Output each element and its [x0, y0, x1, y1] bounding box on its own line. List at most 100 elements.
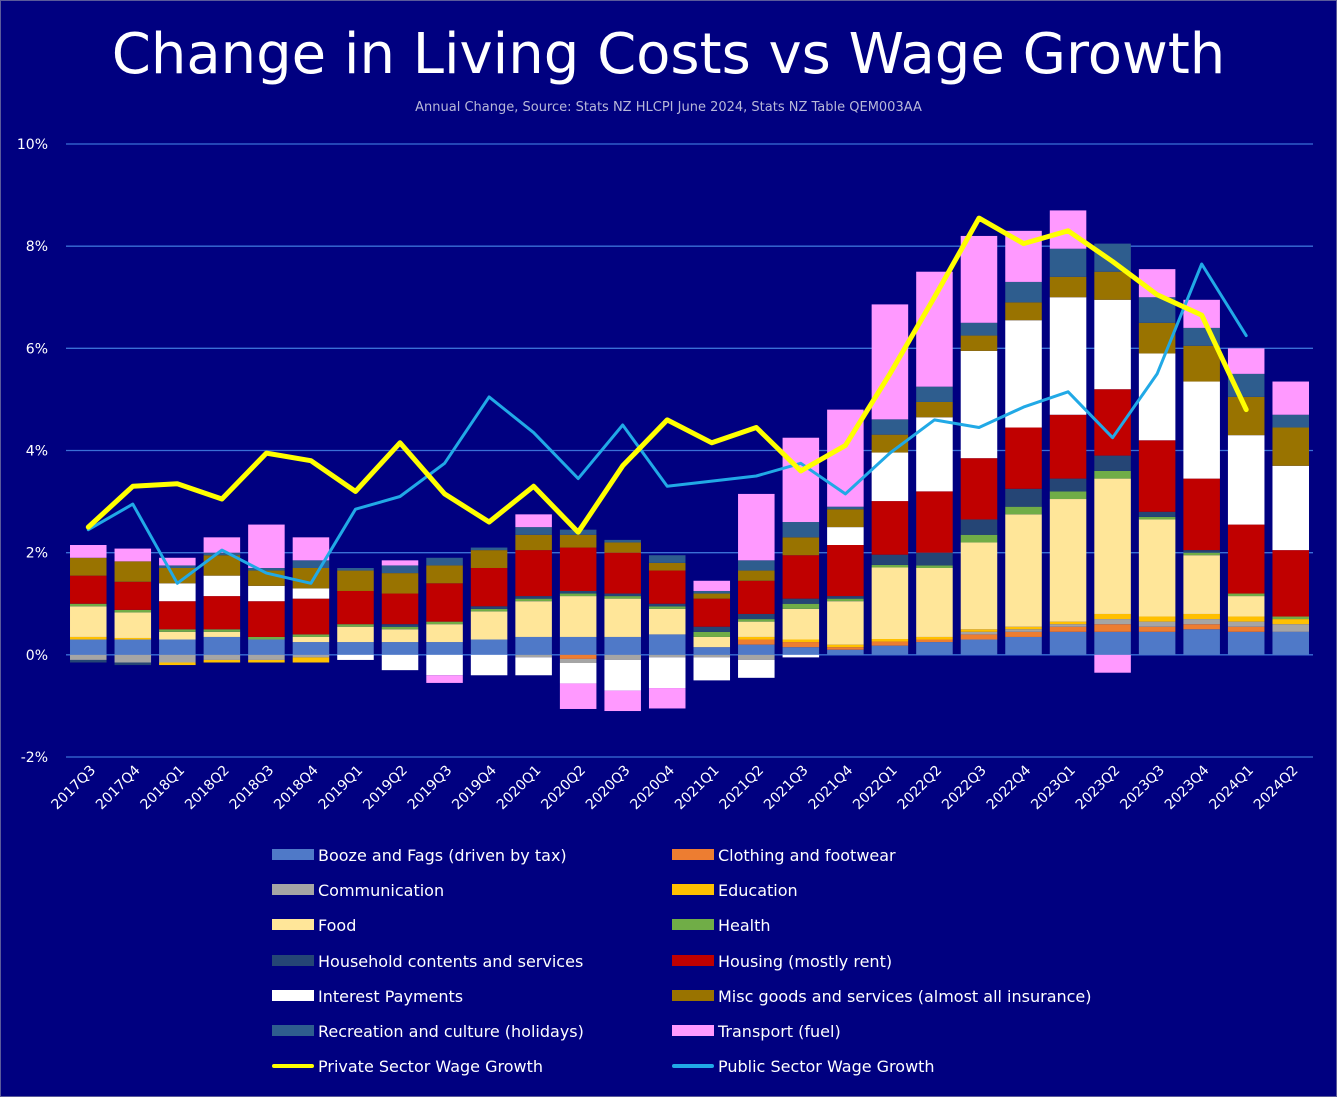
legend-label: Education: [718, 881, 798, 901]
bar-segment: [559, 658, 597, 664]
bar-segment: [1094, 654, 1131, 673]
bar-segment: [827, 596, 864, 599]
bar-segment: [693, 598, 731, 627]
bar-segment: [1227, 596, 1265, 617]
bar-segment: [1183, 555, 1220, 614]
bar-segment: [782, 603, 820, 609]
legend-item: Misc goods and services (almost all insu…: [672, 987, 1092, 1009]
bar-segment: [426, 565, 463, 584]
bar-segment: [470, 654, 508, 676]
legend-swatch: [272, 954, 314, 966]
bar-segment: [648, 562, 686, 571]
bar-segment: [1272, 619, 1309, 625]
bar-segment: [426, 642, 463, 655]
bar-segment: [1005, 626, 1042, 630]
bar-segment: [381, 654, 419, 671]
bar-segment: [827, 509, 864, 528]
bar-segment: [381, 642, 419, 655]
series-line: [85, 215, 1249, 535]
bar-segment: [292, 636, 330, 643]
bar-segment: [1094, 631, 1131, 655]
bar-segment: [292, 657, 330, 663]
bar-segment: [1049, 491, 1087, 500]
bar-segment: [426, 621, 463, 625]
bar-segment: [203, 629, 241, 632]
bar-segment: [559, 654, 597, 659]
bar-segment: [203, 654, 241, 660]
bar-segment: [114, 609, 152, 613]
bar-segment: [337, 570, 374, 591]
bar-segment: [871, 567, 909, 639]
bar-segment: [604, 593, 641, 597]
legend-swatch: [672, 989, 714, 1001]
bar-segment: [1005, 302, 1042, 321]
legend-item: Clothing and footwear: [672, 846, 896, 868]
bar-segment: [203, 575, 241, 597]
bar-segment: [1227, 616, 1265, 622]
bar-segment: [1138, 631, 1176, 655]
legend-item: Housing (mostly rent): [672, 952, 892, 974]
x-tick-label: 2021Q4: [806, 762, 857, 813]
bar-segment: [1227, 593, 1265, 597]
bar-segment: [292, 588, 330, 599]
bar-segment: [916, 639, 953, 643]
bar-segment: [738, 659, 775, 678]
y-tick-label: -2%: [21, 750, 48, 766]
bar-segment: [337, 567, 374, 571]
legend-swatch: [272, 1025, 314, 1036]
y-tick-label: 6%: [26, 341, 48, 357]
bar-segment: [604, 654, 641, 660]
bar-segment: [782, 555, 820, 599]
bar-segment: [738, 580, 775, 614]
bar-segment: [248, 639, 285, 655]
bar-segment: [203, 555, 241, 576]
bar-segment: [1005, 514, 1042, 627]
bar-segment: [515, 514, 552, 528]
x-tick-label: 2020Q4: [627, 762, 678, 813]
bar-segment: [648, 606, 686, 609]
legend-swatch: [672, 849, 714, 860]
bar-segment: [738, 619, 775, 622]
bar-segment: [470, 547, 508, 551]
bar-segment: [916, 552, 953, 566]
legend-label: Health: [718, 916, 771, 936]
legend-swatch: [672, 1063, 714, 1068]
bar-segment: [292, 567, 330, 589]
y-tick-label: 4%: [26, 444, 48, 460]
bar-segment: [1138, 440, 1176, 512]
bar-segment: [1138, 322, 1176, 354]
bar-segment: [515, 654, 552, 658]
bar-segment: [1005, 631, 1042, 637]
bar-segment: [1094, 455, 1131, 471]
bar-segment: [916, 386, 953, 402]
bar-segment: [782, 639, 820, 643]
bar-segment: [559, 547, 597, 591]
bar-segment: [693, 626, 731, 632]
legend-item: Communication: [272, 881, 444, 903]
bar-segment: [203, 552, 241, 556]
chart-subtitle: Annual Change, Source: Stats NZ HLCPI Ju…: [415, 100, 922, 115]
chart-title: Change in Living Costs vs Wage Growth: [111, 22, 1226, 87]
x-tick-label: 2021Q2: [717, 763, 768, 814]
x-tick-label: 2019Q4: [449, 762, 500, 813]
bar-segment: [203, 631, 241, 637]
bar-segment: [159, 565, 196, 568]
bar-segment: [871, 638, 909, 642]
bar-segment: [693, 631, 731, 637]
bar-segment: [559, 636, 597, 655]
bar-segment: [648, 570, 686, 604]
bar-segment: [871, 501, 909, 555]
bar-segment: [1005, 506, 1042, 515]
bar-segment: [559, 590, 597, 594]
legend-label: Communication: [318, 881, 445, 901]
bar-segment: [782, 437, 820, 523]
bar-segment: [381, 624, 419, 627]
bar-segment: [1049, 478, 1087, 492]
bar-segment: [1183, 345, 1220, 382]
bar-segment: [70, 557, 107, 576]
bar-segment: [114, 662, 152, 666]
bar-segment: [1183, 613, 1220, 620]
bar-segment: [515, 601, 552, 637]
x-tick-label: 2020Q3: [583, 763, 634, 814]
bar-segment: [871, 304, 909, 420]
